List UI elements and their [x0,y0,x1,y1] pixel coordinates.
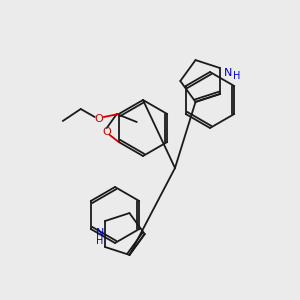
Text: O: O [94,114,103,124]
Text: N: N [96,228,104,238]
Text: O: O [102,127,111,137]
Text: H: H [233,71,241,81]
Text: N: N [224,68,232,78]
Text: H: H [96,236,103,246]
